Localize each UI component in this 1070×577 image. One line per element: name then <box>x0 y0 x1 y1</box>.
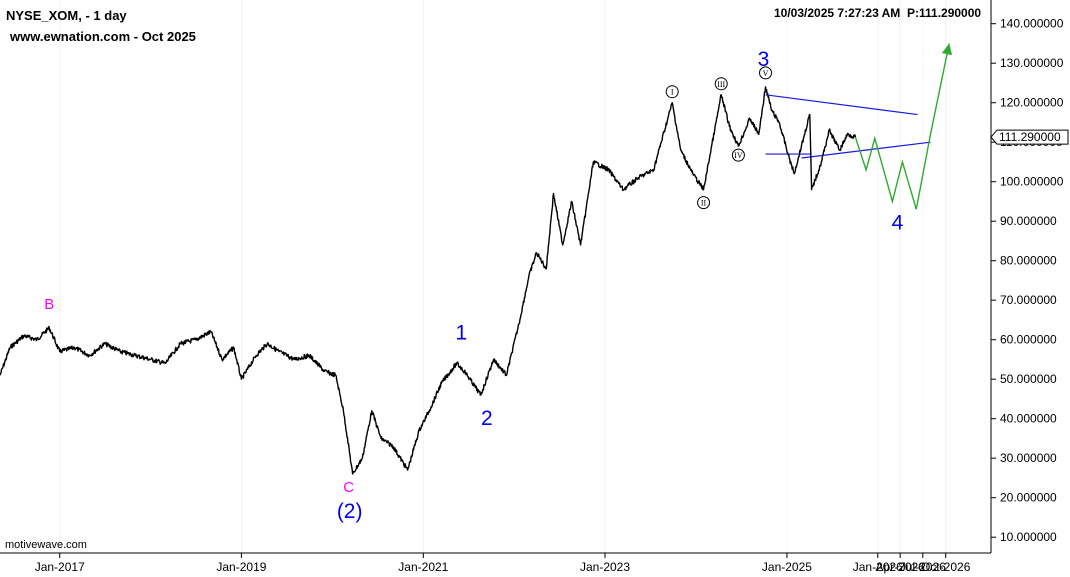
x-tick-label: Apr-2026 <box>875 560 925 574</box>
y-tick-label: 120.000000 <box>1000 96 1064 110</box>
y-tick-label: 50.000000 <box>1000 372 1057 386</box>
y-tick-label: 60.000000 <box>1000 333 1057 347</box>
y-tick-label: 100.000000 <box>1000 175 1064 189</box>
roman-wave-circle <box>714 77 728 91</box>
x-tick-label: Jan-2025 <box>762 560 812 574</box>
symbol-title: NYSE_XOM, - 1 day <box>6 8 127 23</box>
wave-label: 4 <box>892 211 904 234</box>
x-tick-label: Jan-2021 <box>398 560 448 574</box>
projection-path <box>854 43 953 210</box>
roman-wave-circle <box>759 66 773 80</box>
price-readout: P:111.290000 <box>907 6 981 20</box>
grid <box>59 0 947 553</box>
y-tick-label: 70.000000 <box>1000 293 1057 307</box>
wave-label: 2 <box>481 407 493 430</box>
y-tick-label: 130.000000 <box>1000 56 1064 70</box>
y-tick-label: 40.000000 <box>1000 412 1057 426</box>
y-tick-label: 20.000000 <box>1000 491 1057 505</box>
x-tick-label: Jan-2017 <box>35 560 85 574</box>
roman-wave-label: V <box>763 69 769 78</box>
price-series <box>0 86 857 475</box>
price-line <box>0 86 857 475</box>
price-tag-box <box>990 129 1069 145</box>
roman-wave-circle <box>665 85 679 99</box>
y-tick-label: 140.000000 <box>1000 17 1064 31</box>
x-axis-ticks: Jan-2017 Jan-2019 Jan-2021 Jan-2023 Jan-2025… <box>35 553 971 574</box>
x-tick-label: Jul-2026 <box>900 560 946 574</box>
roman-wave-label: IV <box>734 151 743 160</box>
wave-label: B <box>44 296 54 313</box>
projection-arrowhead <box>941 43 953 56</box>
y-tick-label: 90.000000 <box>1000 214 1057 228</box>
wave-label: 3 <box>758 48 770 71</box>
roman-wave-label: III <box>717 80 725 89</box>
timestamp: 10/03/2025 7:27:23 AM <box>774 6 900 20</box>
y-tick-label: 30.000000 <box>1000 451 1057 465</box>
watermark: motivewave.com <box>5 539 87 551</box>
site-subtitle: www.ewnation.com - Oct 2025 <box>9 29 196 44</box>
y-tick-label: 80.000000 <box>1000 254 1057 268</box>
triangle-boundary-line <box>765 94 918 116</box>
x-tick-label: Jan-2019 <box>216 560 266 574</box>
roman-wave-label: I <box>671 88 674 97</box>
roman-wave-circle <box>697 196 711 210</box>
wave-label: C <box>343 479 354 496</box>
wave-label: 1 <box>456 321 468 344</box>
price-tag-label: 111.290000 <box>999 130 1061 144</box>
y-tick-label: 10.000000 <box>1000 530 1057 544</box>
current-price-tag: 111.290000 <box>990 129 1069 145</box>
roman-wave-circle <box>731 148 745 162</box>
wave-label: (2) <box>337 500 363 523</box>
projection-line <box>854 43 950 210</box>
roman-wave-label: II <box>701 199 707 208</box>
x-tick-label: Jan-2026 <box>853 560 903 574</box>
x-tick-label: Jan-2023 <box>580 560 630 574</box>
x-tick-label: Oct-2026 <box>921 560 971 574</box>
